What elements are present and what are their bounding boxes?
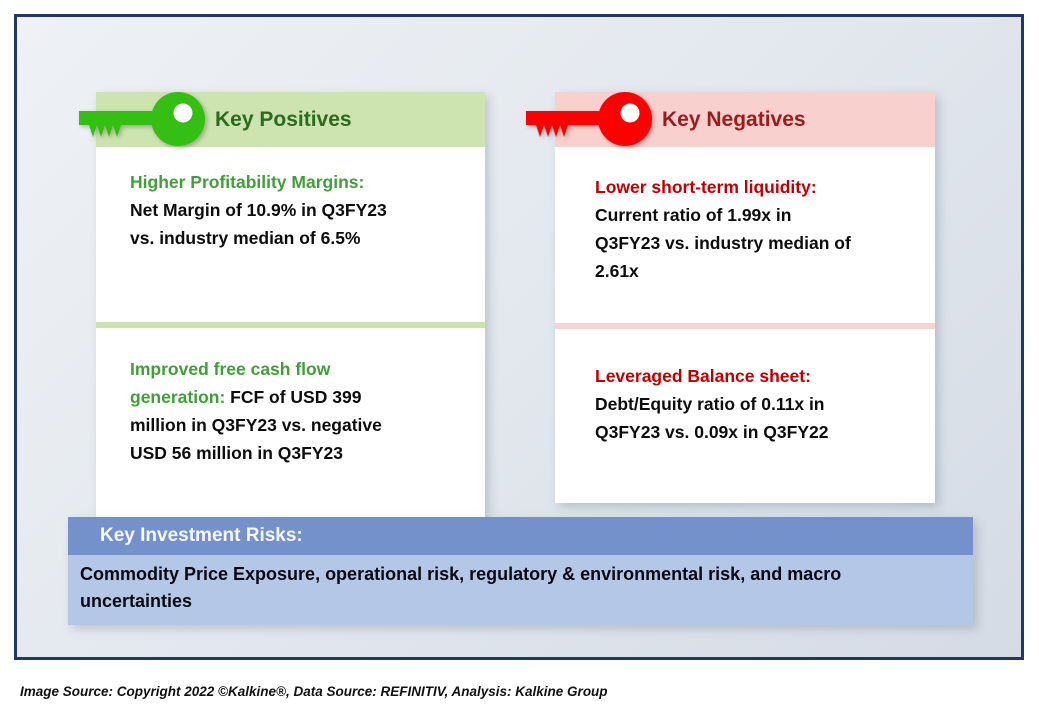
key-risks-title: Key Investment Risks:: [100, 525, 303, 546]
positive-text: Net Margin of 10.9% in Q3FY23 vs. indust…: [130, 200, 387, 248]
positive-lead: Improved free cash flow generation:: [130, 359, 331, 407]
positives-column: Key Positives Higher Profitability Margi…: [79, 92, 485, 517]
green-key-icon: [79, 92, 205, 146]
red-key-icon: [526, 92, 652, 146]
negative-lead: Leveraged Balance sheet:: [595, 366, 811, 386]
positive-lead: Higher Profitability Margins:: [130, 172, 365, 192]
negatives-column: Key Negatives Lower short-term liquidity…: [526, 92, 935, 503]
key-risks-banner: Key Investment Risks: Commodity Price Ex…: [68, 517, 973, 625]
positives-body: Higher Profitability Margins: Net Margin…: [96, 147, 485, 517]
key-negatives-header: Key Negatives: [526, 92, 935, 147]
negatives-body: Lower short-term liquidity: Current ratio…: [555, 147, 935, 503]
negative-text: Debt/Equity ratio of 0.11x in Q3FY23 vs.…: [595, 394, 829, 442]
positive-card: Higher Profitability Margins: Net Margin…: [96, 147, 485, 322]
positive-item: Higher Profitability Margins: Net Margin…: [130, 168, 396, 252]
key-positives-header: Key Positives: [79, 92, 485, 147]
positive-card: Improved free cash flow generation: FCF …: [96, 328, 485, 517]
negative-card: Leveraged Balance sheet: Debt/Equity rati…: [555, 329, 935, 503]
negative-lead: Lower short-term liquidity:: [595, 177, 817, 197]
positive-text: FCF of USD 399 million in Q3FY23 vs. neg…: [130, 387, 382, 463]
key-positives-title: Key Positives: [215, 107, 352, 131]
negative-item: Leveraged Balance sheet: Debt/Equity rati…: [595, 362, 857, 446]
source-caption: Image Source: Copyright 2022 ©Kalkine®, …: [20, 684, 608, 699]
positives-divider: [96, 322, 485, 328]
positive-item: Improved free cash flow generation: FCF …: [130, 355, 396, 467]
negatives-divider: [555, 323, 935, 329]
negative-text: Current ratio of 1.99x in Q3FY23 vs. ind…: [595, 205, 851, 281]
key-negatives-title: Key Negatives: [662, 107, 806, 131]
key-risks-text: Commodity Price Exposure, operational ri…: [68, 555, 973, 625]
key-risks-header: Key Investment Risks:: [68, 517, 973, 555]
negative-item: Lower short-term liquidity: Current ratio…: [595, 173, 857, 285]
negative-card: Lower short-term liquidity: Current ratio…: [555, 147, 935, 323]
infographic-frame: Key Positives Higher Profitability Margi…: [14, 14, 1024, 660]
